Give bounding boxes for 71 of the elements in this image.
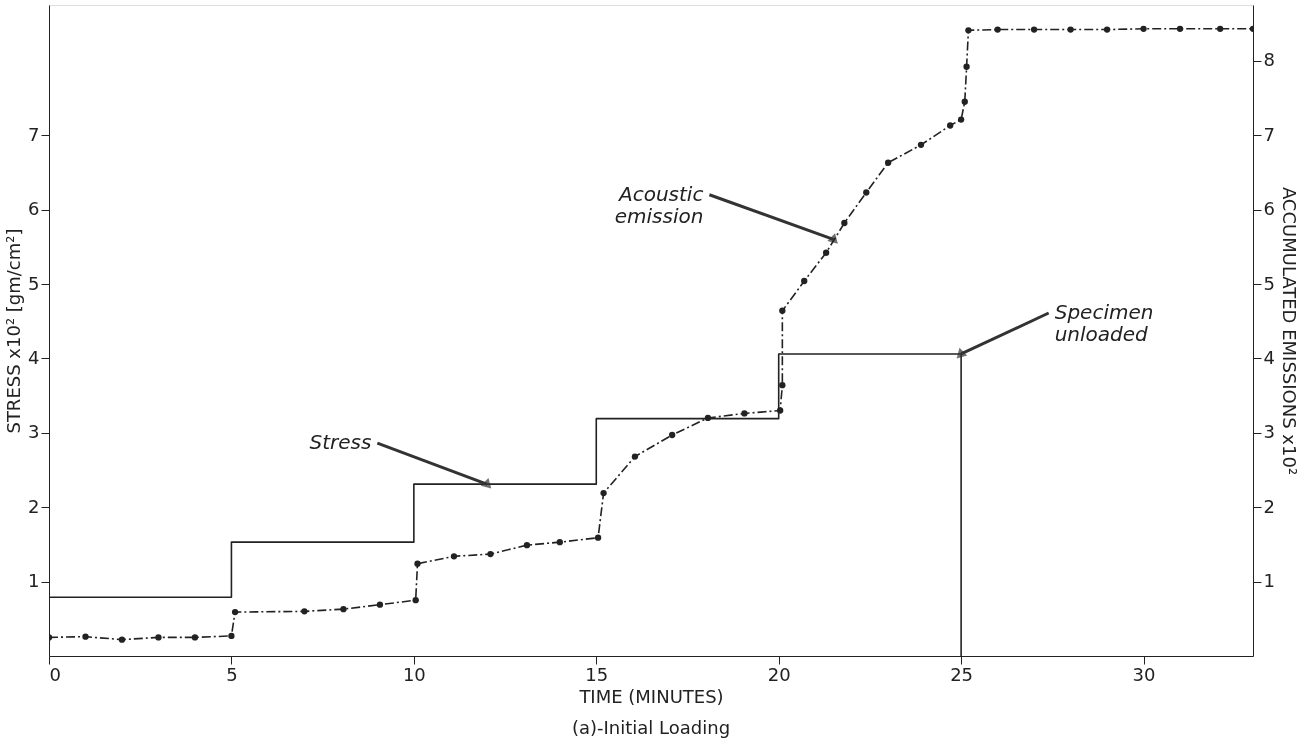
point bbox=[1140, 25, 1147, 32]
x-tick-label: 25 bbox=[950, 663, 974, 685]
point bbox=[965, 27, 972, 34]
point bbox=[231, 608, 239, 616]
point bbox=[917, 141, 925, 149]
point bbox=[118, 636, 126, 643]
annotation: Specimen unloaded bbox=[1054, 300, 1154, 347]
point bbox=[191, 634, 199, 641]
point bbox=[779, 307, 786, 314]
x-tick-label: 15 bbox=[585, 663, 609, 685]
y-axis-title: STRESS x10² [gm/cm²] bbox=[3, 228, 25, 434]
y-tick-label: 7 bbox=[28, 123, 40, 145]
point bbox=[340, 605, 347, 613]
point bbox=[487, 550, 494, 558]
y-tick-label: 2 bbox=[28, 495, 40, 517]
point bbox=[669, 431, 676, 439]
y2-tick-label: 6 bbox=[1263, 198, 1275, 220]
point bbox=[947, 122, 954, 129]
x-tick-label: 5 bbox=[226, 663, 238, 685]
point bbox=[414, 560, 421, 567]
point bbox=[841, 219, 848, 227]
point bbox=[556, 539, 563, 546]
y2-axis-title: ACCUMULATED EMISSIONS x10² bbox=[1278, 186, 1300, 476]
point bbox=[1176, 25, 1184, 32]
point bbox=[957, 116, 965, 123]
x-tick-label: 10 bbox=[402, 663, 426, 685]
y-tick-label: 1 bbox=[28, 570, 40, 592]
point bbox=[228, 632, 235, 640]
annotation: Stress bbox=[309, 430, 372, 455]
point bbox=[779, 382, 786, 389]
y2-tick-label: 8 bbox=[1263, 49, 1275, 71]
point bbox=[301, 608, 308, 615]
y2-tick-label: 3 bbox=[1263, 421, 1275, 443]
point bbox=[631, 453, 639, 460]
y2-tick-label: 2 bbox=[1263, 495, 1275, 517]
point bbox=[963, 63, 970, 70]
y2-tick-label: 7 bbox=[1263, 123, 1275, 145]
y-tick-label: 4 bbox=[28, 346, 40, 368]
point bbox=[1067, 26, 1074, 33]
point bbox=[822, 249, 830, 256]
point bbox=[1217, 25, 1224, 32]
point bbox=[1030, 26, 1038, 33]
y-tick-label: 6 bbox=[28, 198, 40, 220]
x-tick-label: 30 bbox=[1132, 663, 1156, 685]
x-axis-title: TIME (MINUTES) bbox=[578, 685, 724, 707]
point bbox=[961, 98, 968, 105]
y2-tick-label: 4 bbox=[1263, 346, 1275, 368]
point bbox=[376, 601, 384, 608]
y-tick-label: 3 bbox=[28, 421, 40, 443]
point bbox=[523, 541, 531, 549]
point bbox=[155, 634, 162, 641]
point bbox=[412, 597, 419, 604]
y-tick-label: 5 bbox=[28, 272, 40, 294]
point bbox=[600, 489, 607, 497]
point bbox=[801, 277, 808, 285]
point bbox=[82, 633, 89, 640]
x-tick-label: 0 bbox=[49, 663, 61, 685]
text: (a)-Initial Loading bbox=[571, 717, 731, 738]
point bbox=[994, 26, 1001, 33]
point bbox=[884, 159, 892, 166]
point bbox=[741, 410, 748, 417]
x-tick-label: 20 bbox=[767, 663, 791, 685]
point bbox=[704, 414, 712, 422]
y2-tick-label: 1 bbox=[1263, 570, 1275, 592]
point bbox=[863, 189, 870, 196]
point bbox=[594, 534, 602, 541]
point bbox=[450, 553, 458, 560]
point bbox=[776, 407, 784, 414]
point bbox=[1103, 26, 1111, 33]
y2-tick-label: 5 bbox=[1263, 272, 1275, 294]
annotation: Acoustic emission bbox=[614, 181, 704, 228]
